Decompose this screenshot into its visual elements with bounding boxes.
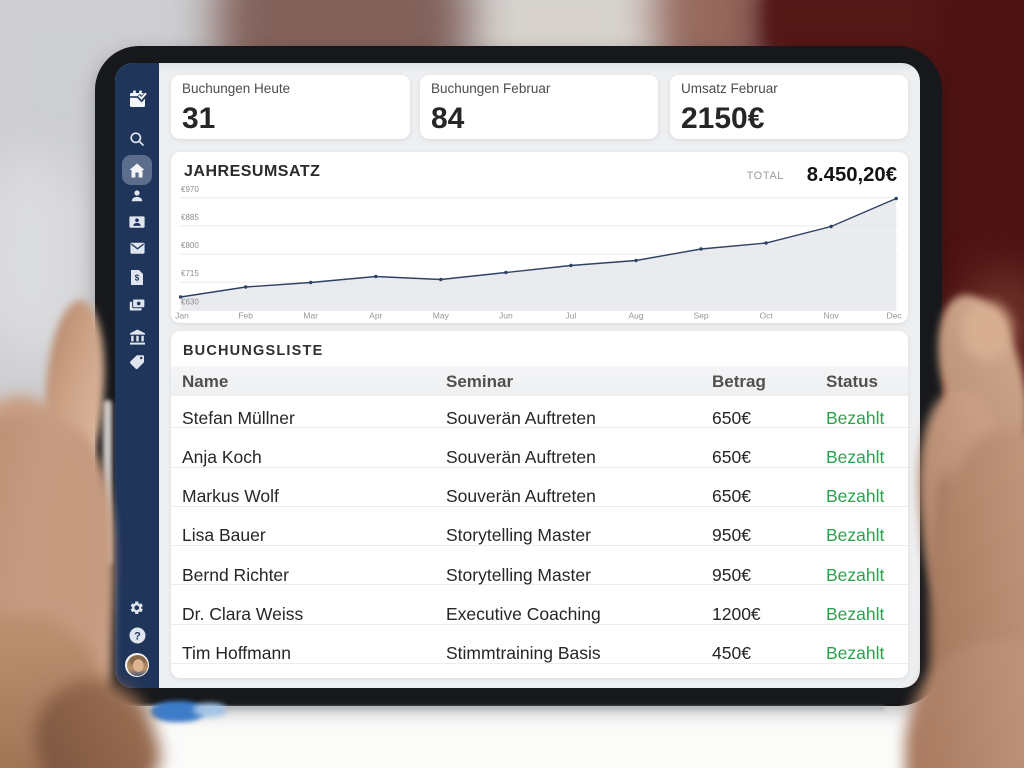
svg-text:May: May xyxy=(433,311,450,321)
svg-text:€970: €970 xyxy=(181,185,199,194)
svg-text:Aug: Aug xyxy=(628,311,643,321)
svg-text:Mar: Mar xyxy=(303,311,318,321)
svg-text:Nov: Nov xyxy=(824,311,840,321)
svg-text:Feb: Feb xyxy=(238,311,253,321)
svg-text:$: $ xyxy=(135,274,140,283)
svg-text:Jul: Jul xyxy=(565,311,576,321)
svg-text:Jun: Jun xyxy=(499,311,513,321)
svg-text:Sep: Sep xyxy=(693,311,708,321)
svg-text:Apr: Apr xyxy=(369,311,382,321)
svg-text:€885: €885 xyxy=(181,213,199,222)
svg-text:Oct: Oct xyxy=(759,311,773,321)
svg-text:€800: €800 xyxy=(181,241,199,250)
svg-text:Jan: Jan xyxy=(175,311,189,321)
svg-text:Dec: Dec xyxy=(886,311,902,321)
svg-text:€715: €715 xyxy=(181,269,199,278)
svg-text:€630: €630 xyxy=(181,297,199,306)
